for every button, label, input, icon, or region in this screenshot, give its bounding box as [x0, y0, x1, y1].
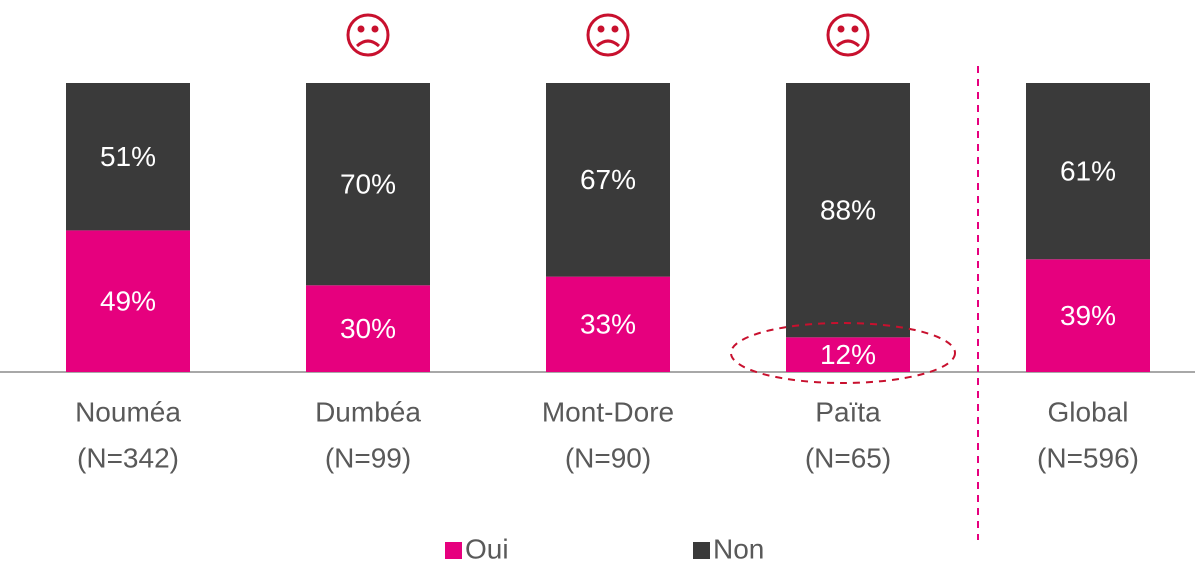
value-label: 67% [580, 164, 636, 195]
bar-segment [546, 83, 670, 277]
x-tick-label: Mont-Dore [542, 396, 674, 427]
legend-label: Oui [465, 533, 509, 564]
x-tick-label: Nouméa [75, 396, 181, 427]
sad-face [826, 13, 870, 57]
x-tick-label: (N=596) [1037, 442, 1139, 473]
legend-label: Non [713, 533, 764, 564]
x-tick-label: (N=342) [77, 442, 179, 473]
x-tick-label: Dumbéa [315, 396, 421, 427]
sad-face [586, 13, 630, 57]
sad-face [346, 13, 390, 57]
bar-segment [66, 230, 190, 372]
value-label: 61% [1060, 156, 1116, 187]
highlight-ellipse [730, 322, 956, 384]
bar-segment [786, 337, 910, 372]
value-label: 70% [340, 169, 396, 200]
bar-segment [1026, 259, 1150, 372]
bar-segment [786, 83, 910, 338]
value-label: 49% [100, 286, 156, 317]
bar-segment [306, 285, 430, 372]
bar-segment [66, 83, 190, 231]
value-label: 51% [100, 141, 156, 172]
x-tick-label: Global [1048, 396, 1129, 427]
value-label: 12% [820, 339, 876, 370]
bar-segment [546, 276, 670, 372]
legend-swatch [693, 542, 710, 559]
value-label: 33% [580, 309, 636, 340]
x-tick-label: (N=99) [325, 442, 411, 473]
bar-segment [1026, 83, 1150, 260]
value-label: 88% [820, 195, 876, 226]
value-label: 39% [1060, 300, 1116, 331]
x-tick-label: (N=65) [805, 442, 891, 473]
bar-segment [306, 83, 430, 286]
legend-swatch [445, 542, 462, 559]
x-tick-label: (N=90) [565, 442, 651, 473]
x-tick-label: Païta [815, 396, 881, 427]
value-label: 30% [340, 313, 396, 344]
